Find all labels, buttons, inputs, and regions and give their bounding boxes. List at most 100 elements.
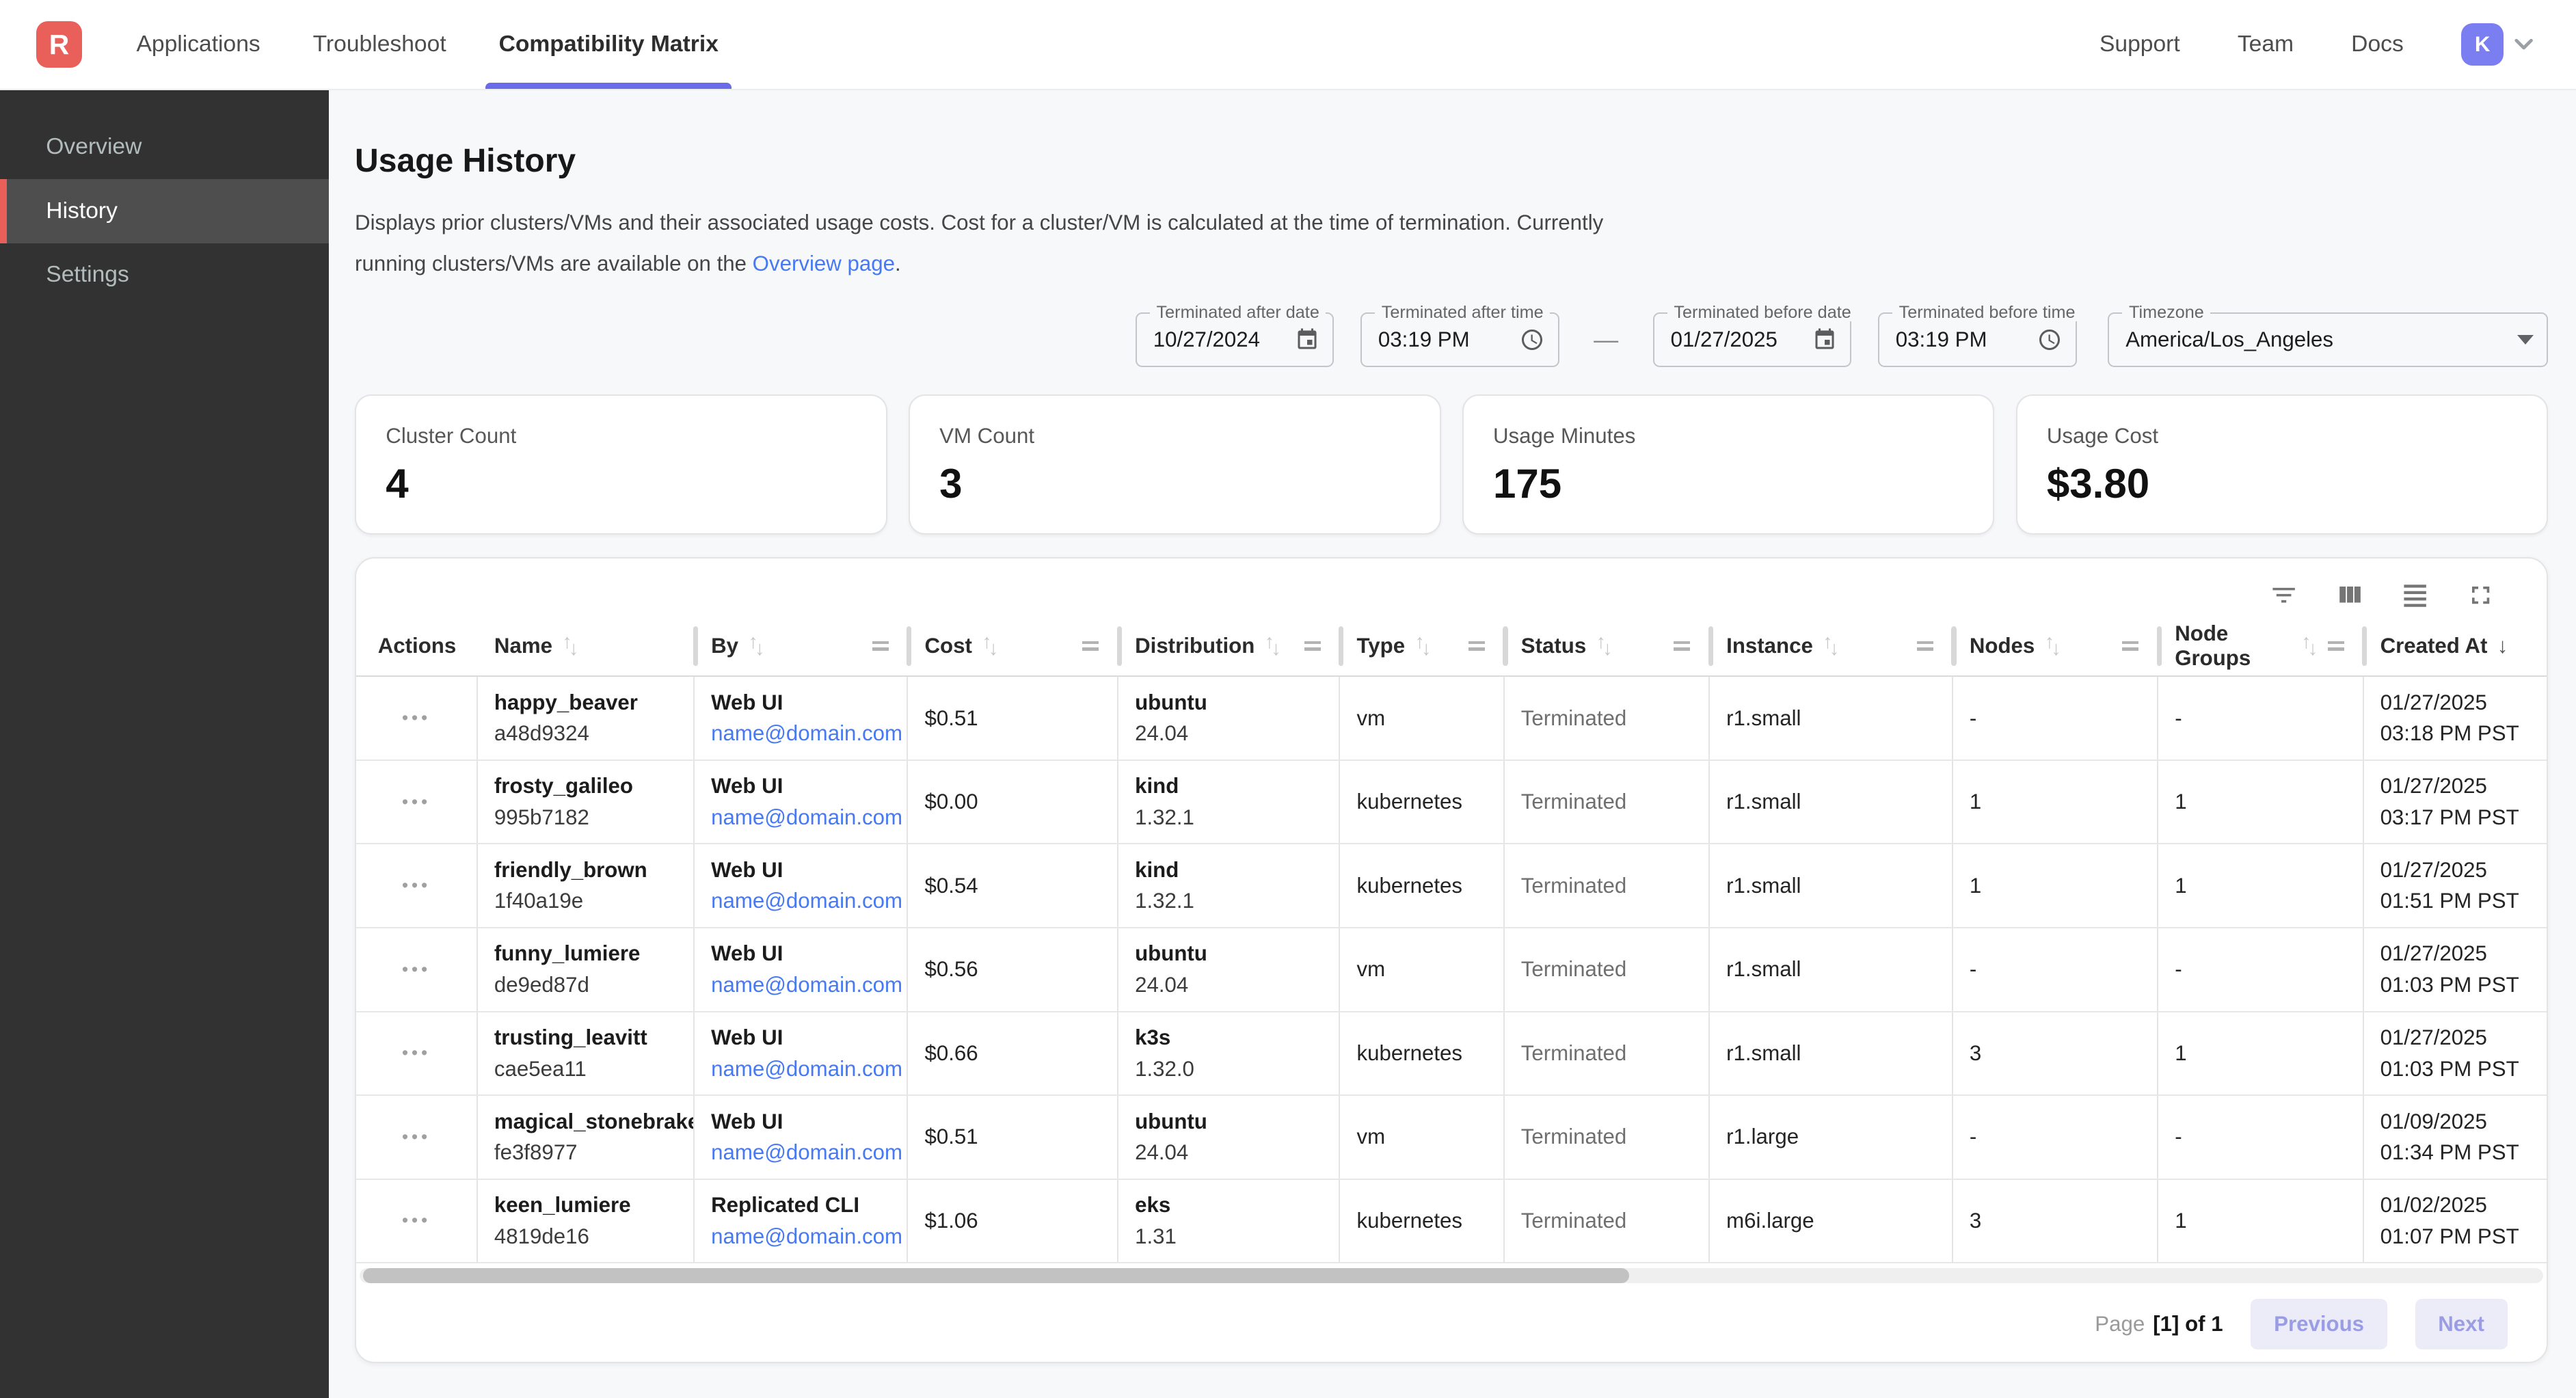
clock-icon[interactable] — [2037, 327, 2062, 352]
table-row: ••• frosty_galileo 995b7182 Web UI name@… — [356, 760, 2547, 845]
column-menu-icon[interactable] — [1304, 641, 1321, 651]
created-by-email-link[interactable]: name@domain.com — [711, 721, 903, 746]
avatar[interactable]: K — [2460, 23, 2504, 66]
column-menu-icon[interactable] — [1916, 641, 1933, 651]
table-body: ••• happy_beaver a48d9324 Web UI name@do… — [356, 677, 2547, 1264]
column-header-name[interactable]: Name ↑ ↓ — [478, 616, 698, 675]
horizontal-scrollbar[interactable] — [359, 1268, 2544, 1283]
column-header-node-groups[interactable]: Node Groups ↑ ↓ — [2158, 616, 2367, 675]
column-header-cost[interactable]: Cost ↑ ↓ — [908, 616, 1122, 675]
nav-item-compatibility-matrix[interactable]: Compatibility Matrix — [485, 0, 732, 90]
sidebar-item-history[interactable]: History — [0, 178, 329, 243]
timezone-select[interactable]: Timezone America/Los_Angeles — [2108, 304, 2549, 367]
created-by-email-link[interactable]: name@domain.com — [711, 805, 903, 829]
overview-page-link[interactable]: Overview page — [752, 252, 896, 276]
row-actions-button[interactable]: ••• — [401, 791, 431, 812]
row-actions-button[interactable]: ••• — [401, 1043, 431, 1064]
node-groups-value: 1 — [2175, 790, 2187, 814]
instance-value: r1.small — [1726, 873, 1801, 898]
scrollbar-thumb[interactable] — [362, 1268, 1630, 1283]
name-cell: happy_beaver a48d9324 — [478, 677, 695, 760]
created-by-email-link[interactable]: name@domain.com — [711, 1056, 903, 1081]
clock-icon[interactable] — [1520, 327, 1544, 352]
row-actions-button[interactable]: ••• — [401, 708, 431, 729]
terminated-after-time-field[interactable]: Terminated after time 03:19 PM — [1360, 304, 1559, 367]
created-by-email-link[interactable]: name@domain.com — [711, 1140, 903, 1165]
actions-cell: ••• — [356, 844, 478, 927]
sort-icon: ↑ ↓ — [1823, 631, 1840, 660]
filter-icon[interactable] — [2269, 580, 2298, 610]
column-menu-icon[interactable] — [1082, 641, 1099, 651]
timezone-value[interactable]: America/Los_Angeles — [2125, 327, 2334, 351]
column-separator[interactable] — [907, 626, 912, 666]
page-description-period: . — [895, 252, 901, 276]
column-menu-icon[interactable] — [2327, 641, 2344, 651]
column-header-instance[interactable]: Instance ↑ ↓ — [1710, 616, 1957, 675]
fullscreen-icon[interactable] — [2466, 580, 2495, 610]
column-separator[interactable] — [693, 626, 698, 666]
terminated-before-time-value[interactable]: 03:19 PM — [1895, 327, 1987, 351]
sidebar-item-settings[interactable]: Settings — [46, 262, 129, 288]
column-separator[interactable] — [1503, 626, 1508, 666]
previous-page-button[interactable]: Previous — [2251, 1298, 2387, 1350]
column-separator[interactable] — [1116, 626, 1122, 666]
row-actions-button[interactable]: ••• — [401, 958, 431, 980]
created-by-email-link[interactable]: name@domain.com — [711, 973, 903, 997]
cluster-name: friendly_brown — [494, 857, 647, 882]
columns-icon[interactable] — [2335, 580, 2364, 610]
nav-item-applications[interactable]: Applications — [136, 31, 260, 57]
column-header-status[interactable]: Status ↑ ↓ — [1505, 616, 1713, 675]
column-separator[interactable] — [1951, 626, 1957, 666]
nav-item-docs[interactable]: Docs — [2351, 31, 2404, 57]
nav-item-team[interactable]: Team — [2237, 31, 2294, 57]
calendar-icon[interactable] — [1295, 327, 1319, 352]
column-separator[interactable] — [2362, 626, 2367, 666]
column-menu-icon[interactable] — [872, 641, 889, 651]
column-menu-icon[interactable] — [1468, 641, 1485, 651]
column-header-created-at[interactable]: Created At ↓ — [2364, 616, 2547, 675]
row-actions-button[interactable]: ••• — [401, 1210, 431, 1231]
terminated-before-time-field[interactable]: Terminated before time 03:19 PM — [1877, 304, 2082, 367]
sidebar-item-overview[interactable]: Overview — [46, 134, 142, 160]
created-by-email-link[interactable]: name@domain.com — [711, 889, 903, 913]
row-actions-button[interactable]: ••• — [401, 1126, 431, 1147]
created-by-email-link[interactable]: name@domain.com — [711, 1224, 903, 1248]
calendar-icon[interactable] — [1812, 327, 1837, 352]
column-header-distribution[interactable]: Distribution ↑ ↓ — [1118, 616, 1344, 675]
next-page-button[interactable]: Next — [2415, 1298, 2508, 1350]
by-cell: Web UI name@domain.com — [695, 928, 909, 1011]
cost-value: $1.06 — [924, 1208, 978, 1233]
created-time: 01:07 PM PST — [2380, 1224, 2519, 1248]
sort-icon: ↑ ↓ — [2044, 631, 2061, 660]
terminated-after-date-field[interactable]: Terminated after date 10/27/2024 — [1135, 304, 1334, 367]
node-groups-cell: 1 — [2158, 1012, 2364, 1095]
distribution-name: kind — [1135, 857, 1179, 882]
row-actions-button[interactable]: ••• — [401, 875, 431, 896]
column-menu-icon[interactable] — [2122, 641, 2139, 651]
terminated-before-date-field[interactable]: Terminated before date 01/27/2025 — [1652, 304, 1858, 367]
created-at-cell: 01/27/2025 03:17 PM PST — [2364, 761, 2547, 844]
column-separator[interactable] — [1339, 626, 1344, 666]
user-menu[interactable]: K — [2460, 23, 2538, 66]
terminated-after-date-value[interactable]: 10/27/2024 — [1153, 327, 1261, 351]
column-header-by[interactable]: By ↑ ↓ — [695, 616, 912, 675]
nodes-value: 3 — [1969, 1208, 1982, 1233]
column-header-nodes[interactable]: Nodes ↑ ↓ — [1953, 616, 2162, 675]
instance-cell: r1.small — [1710, 1012, 1953, 1095]
distribution-version: 1.32.1 — [1135, 805, 1194, 829]
column-header-type[interactable]: Type ↑ ↓ — [1340, 616, 1508, 675]
nav-item-support[interactable]: Support — [2099, 31, 2180, 57]
cluster-id: de9ed87d — [494, 973, 589, 997]
density-icon[interactable] — [2400, 580, 2430, 610]
app-logo[interactable]: R — [36, 21, 83, 68]
column-menu-icon[interactable] — [1674, 641, 1691, 651]
column-separator[interactable] — [1708, 626, 1713, 666]
column-header-label: Status — [1520, 633, 1587, 658]
nav-item-troubleshoot[interactable]: Troubleshoot — [312, 31, 446, 57]
distribution-cell: kind 1.32.1 — [1118, 844, 1341, 927]
column-separator[interactable] — [2156, 626, 2162, 666]
terminated-before-date-value[interactable]: 01/27/2025 — [1670, 327, 1777, 351]
status-value: Terminated — [1520, 790, 1627, 814]
name-cell: trusting_leavitt cae5ea11 — [478, 1012, 695, 1095]
terminated-after-time-value[interactable]: 03:19 PM — [1378, 327, 1470, 351]
